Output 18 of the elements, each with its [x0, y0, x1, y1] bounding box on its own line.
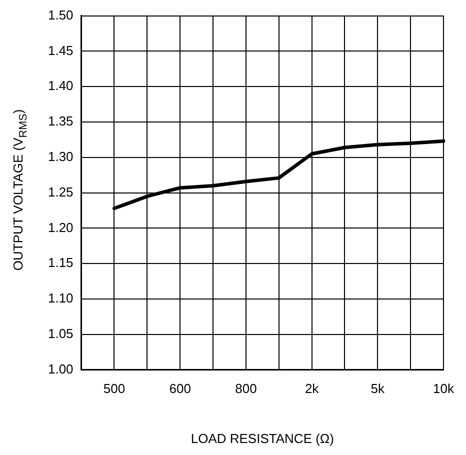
x-tick-label: 2k — [304, 381, 320, 396]
y-tick-label: 1.40 — [48, 78, 74, 94]
y-tick-label: 1.45 — [48, 42, 74, 58]
y-tick-label: 1.50 — [48, 7, 74, 22]
y-tick-label: 1.30 — [48, 148, 74, 164]
y-tick-label: 1.20 — [48, 220, 74, 235]
x-tick-label: 5k — [370, 381, 386, 396]
x-axis-title: LOAD RESISTANCE (Ω) — [190, 430, 334, 446]
y-tick-label: 1.05 — [48, 326, 74, 341]
x-tick-label: 10k — [433, 381, 454, 396]
x-tick-label: 800 — [235, 381, 257, 396]
y-tick-label: 1.25 — [48, 184, 74, 200]
y-tick-label: 1.00 — [48, 361, 74, 376]
y-tick-label: 1.35 — [48, 114, 74, 129]
x-tick-label: 500 — [103, 381, 126, 396]
y-tick-label: 1.10 — [48, 290, 74, 306]
y-tick-label: 1.15 — [48, 255, 74, 270]
x-tick-label: 600 — [169, 381, 191, 396]
